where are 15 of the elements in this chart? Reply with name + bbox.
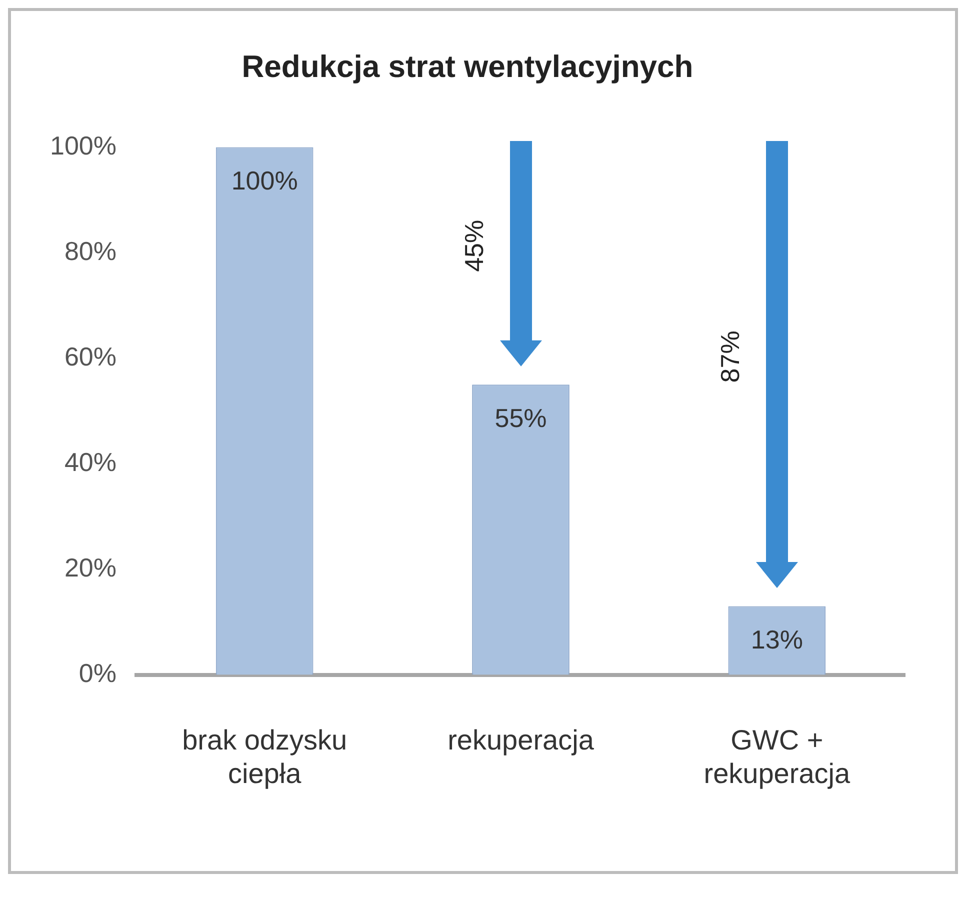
y-tick-label: 80% — [64, 236, 116, 266]
data-label: 13% — [750, 624, 803, 654]
x-tick-label: GWC + rekuperacja — [704, 724, 850, 789]
annotation: 45% — [458, 220, 489, 272]
y-tick-label: 20% — [64, 552, 116, 582]
y-tick-label: 100% — [50, 130, 116, 160]
chart-title: Redukcja strat wentylacyjnych — [242, 49, 694, 84]
y-tick-label: 0% — [78, 658, 116, 688]
x-tick-label: brak odzysku ciepła — [182, 724, 348, 789]
annotation: 87% — [715, 330, 746, 383]
y-tick-label: 60% — [64, 341, 116, 372]
data-label: 55% — [494, 402, 547, 433]
data-label: 100% — [231, 165, 298, 196]
x-tick-label: rekuperacja — [448, 724, 594, 756]
y-tick-label: 40% — [64, 446, 116, 477]
